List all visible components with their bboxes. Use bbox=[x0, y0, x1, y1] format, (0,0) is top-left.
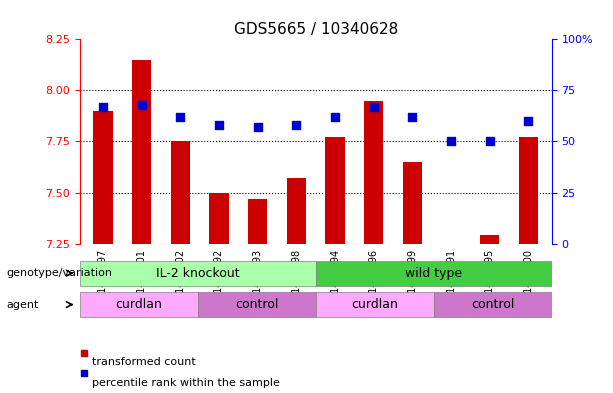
Bar bbox=[93, 111, 113, 244]
Bar bbox=[248, 199, 267, 244]
Text: curdlan: curdlan bbox=[351, 298, 398, 311]
Text: wild type: wild type bbox=[405, 266, 462, 280]
Text: percentile rank within the sample: percentile rank within the sample bbox=[92, 378, 280, 388]
Point bbox=[214, 122, 224, 128]
Text: IL-2 knockout: IL-2 knockout bbox=[156, 266, 240, 280]
Bar bbox=[403, 162, 422, 244]
Title: GDS5665 / 10340628: GDS5665 / 10340628 bbox=[234, 22, 398, 37]
Point bbox=[175, 114, 185, 120]
Text: control: control bbox=[235, 298, 278, 311]
Text: control: control bbox=[471, 298, 514, 311]
Text: agent: agent bbox=[6, 299, 39, 310]
FancyBboxPatch shape bbox=[80, 261, 316, 285]
Bar bbox=[209, 193, 229, 244]
Bar bbox=[364, 101, 383, 244]
Point bbox=[446, 138, 456, 145]
Point bbox=[485, 138, 495, 145]
Point bbox=[299, 101, 308, 107]
Point bbox=[291, 122, 301, 128]
Point bbox=[137, 101, 147, 108]
FancyBboxPatch shape bbox=[197, 292, 316, 317]
Bar bbox=[170, 141, 190, 244]
Point bbox=[299, 280, 308, 286]
FancyBboxPatch shape bbox=[316, 292, 434, 317]
Point bbox=[253, 124, 262, 130]
Bar bbox=[287, 178, 306, 244]
Point bbox=[524, 118, 533, 124]
Point bbox=[369, 104, 379, 110]
Text: transformed count: transformed count bbox=[92, 356, 196, 367]
Point bbox=[98, 104, 108, 110]
FancyBboxPatch shape bbox=[434, 292, 552, 317]
Point bbox=[330, 114, 340, 120]
Bar bbox=[132, 60, 151, 244]
FancyBboxPatch shape bbox=[316, 261, 552, 285]
Text: genotype/variation: genotype/variation bbox=[6, 268, 112, 278]
Bar bbox=[326, 138, 345, 244]
Bar bbox=[480, 235, 500, 244]
Text: curdlan: curdlan bbox=[115, 298, 162, 311]
Bar bbox=[519, 138, 538, 244]
Point bbox=[408, 114, 417, 120]
FancyBboxPatch shape bbox=[80, 292, 197, 317]
